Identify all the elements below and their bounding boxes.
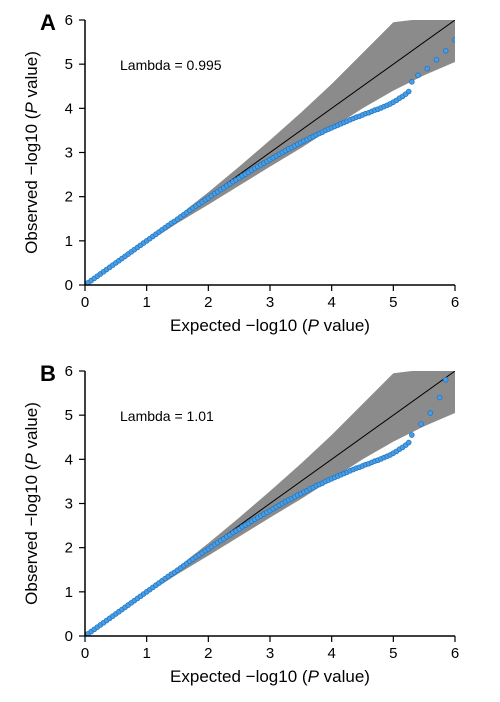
y-tick-label: 6: [65, 363, 73, 380]
y-tick-label: 5: [65, 407, 73, 424]
y-tick-label: 2: [65, 189, 73, 206]
x-tick-label: 5: [389, 294, 397, 311]
y-tick-label: 6: [65, 12, 73, 29]
x-tick-label: 0: [81, 645, 89, 662]
lambda-annotation: Lambda = 1.01: [120, 408, 214, 424]
qq-point: [443, 377, 448, 382]
x-tick-label: 1: [142, 294, 150, 311]
y-axis-title: Observed −log10 (P value): [22, 51, 41, 254]
qq-point: [443, 49, 448, 54]
qq-point: [409, 79, 414, 84]
x-tick-label: 4: [327, 294, 335, 311]
qq-point: [425, 66, 430, 71]
qq-point: [434, 57, 439, 62]
y-tick-label: 5: [65, 56, 73, 73]
y-tick-label: 1: [65, 233, 73, 250]
lambda-annotation: Lambda = 0.995: [120, 57, 222, 73]
x-tick-label: 6: [451, 294, 459, 311]
y-tick-label: 4: [65, 100, 73, 117]
x-axis-title: Expected −log10 (P value): [170, 316, 370, 335]
x-tick-label: 1: [142, 645, 150, 662]
qq-point: [453, 364, 458, 369]
x-axis-title: Expected −log10 (P value): [170, 667, 370, 686]
y-axis-title: Observed −log10 (P value): [22, 402, 41, 605]
qq-point: [406, 89, 411, 94]
y-tick-label: 4: [65, 451, 73, 468]
qq-point: [416, 73, 421, 78]
y-tick-label: 2: [65, 540, 73, 557]
y-tick-label: 1: [65, 584, 73, 601]
y-tick-label: 3: [65, 496, 73, 513]
x-tick-label: 0: [81, 294, 89, 311]
panel-label: B: [40, 361, 56, 386]
qq-point: [437, 395, 442, 400]
x-tick-label: 6: [451, 645, 459, 662]
figure-container: 0 1 2 3 4 5 6 0 1 2 3 4 5 6 Expected −log10 (P value) O…: [0, 0, 500, 702]
qq-point: [453, 37, 458, 42]
panel-label: A: [40, 10, 56, 35]
y-tick-label: 0: [65, 277, 73, 294]
qq-point: [406, 440, 411, 445]
qq-point: [409, 433, 414, 438]
panel-b-svg: 0 1 2 3 4 5 6 0 1 2 3 4 5 6 Expected −log10 (P value) O…: [0, 351, 500, 702]
x-tick-label: 5: [389, 645, 397, 662]
qq-point: [419, 422, 424, 427]
panel-a-svg: 0 1 2 3 4 5 6 0 1 2 3 4 5 6 Expected −log10 (P value) O…: [0, 0, 500, 351]
qq-point: [428, 411, 433, 416]
y-tick-label: 3: [65, 145, 73, 162]
x-tick-label: 2: [204, 294, 212, 311]
y-tick-label: 0: [65, 628, 73, 645]
x-tick-label: 4: [327, 645, 335, 662]
x-tick-label: 2: [204, 645, 212, 662]
x-tick-label: 3: [266, 645, 274, 662]
x-tick-label: 3: [266, 294, 274, 311]
